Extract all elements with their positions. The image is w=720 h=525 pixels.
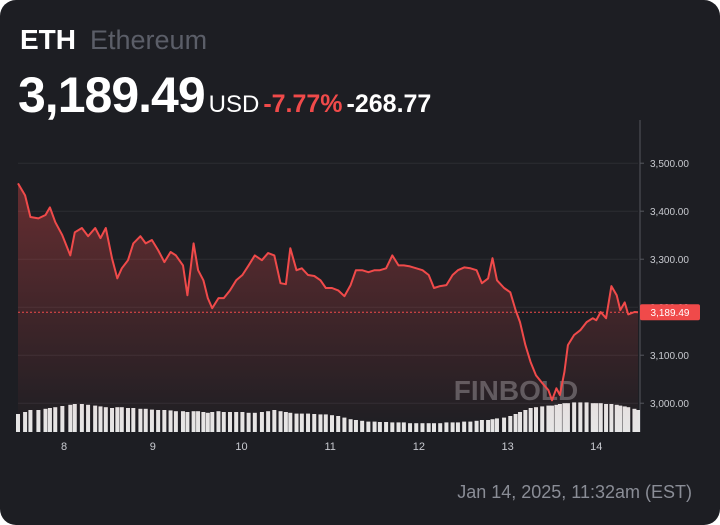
x-tick-label: 10 [235, 441, 247, 453]
asset-name: Ethereum [90, 25, 208, 55]
y-tick-label: 3,300.00 [650, 255, 689, 266]
price-header: 3,189.49 USD -7.77% -268.77 [18, 66, 431, 124]
x-tick-label: 14 [590, 441, 602, 453]
symbol: ETH [20, 24, 76, 55]
x-tick-label: 13 [501, 441, 513, 453]
change-percent: -7.77% [263, 90, 343, 118]
x-tick-label: 8 [61, 441, 67, 453]
price: 3,189.49 [18, 67, 206, 123]
x-tick-label: 12 [413, 441, 425, 453]
change: -268.77 [346, 90, 432, 118]
x-tick-label: 9 [150, 441, 156, 453]
asset-header: ETH Ethereum [20, 24, 207, 56]
currency: USD [208, 91, 260, 118]
y-tick-label: 3,000.00 [650, 399, 689, 410]
y-tick-label: 3,500.00 [650, 159, 689, 170]
y-tick-label: 3,100.00 [650, 351, 689, 362]
x-tick-label: 11 [325, 441, 336, 453]
last-price-label: 3,189.49 [651, 308, 690, 319]
price-area [18, 183, 638, 432]
timestamp: Jan 14, 2025, 11:32am (EST) [457, 482, 692, 502]
price-line [17, 182, 639, 402]
last-price-tag [640, 304, 700, 321]
y-tick-label: 3,400.00 [650, 207, 689, 218]
